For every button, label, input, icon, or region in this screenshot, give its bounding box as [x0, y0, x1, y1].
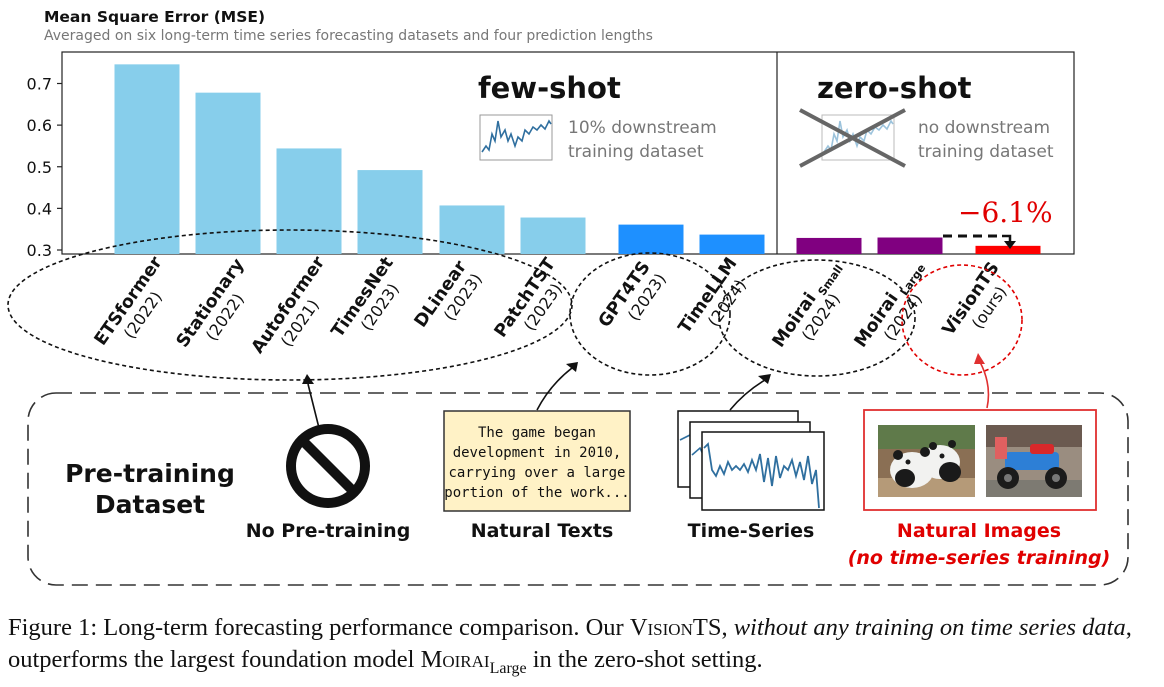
figure-caption: Figure 1: Long-term forecasting performa…	[8, 612, 1158, 685]
arrow-no-pretraining	[307, 383, 320, 429]
arrow-natural-images	[979, 361, 990, 409]
x-label-group: ETSformer(2022)	[91, 253, 167, 350]
pretraining-box	[27, 392, 1129, 586]
x-label-group: MoiraiLarge(2024)	[851, 262, 929, 352]
caption-suffix: in the zero-shot setting.	[526, 646, 763, 673]
pretraining-title-line2: Dataset	[95, 490, 205, 519]
text-sample-line4: portion of the work...	[444, 485, 629, 501]
y-tick-label: 0.7	[27, 75, 52, 94]
x-label-group: DLinear(2023)	[411, 257, 486, 331]
arrowhead-time-series	[758, 374, 771, 384]
group-ellipse-text	[569, 252, 731, 376]
caption-visionts: VisionTS	[629, 614, 722, 641]
improvement-arrow	[1002, 234, 1012, 243]
x-label-group: VisionTS(ours)	[939, 259, 1011, 340]
zero-shot-desc-line2: training dataset	[918, 142, 1054, 162]
text-sample-box	[443, 410, 631, 512]
caption-comma: ,	[721, 614, 734, 641]
arrow-natural-texts	[536, 367, 573, 411]
bar-timellm	[699, 234, 765, 254]
arrowhead-no-pretraining	[302, 374, 314, 384]
atv-photo	[986, 425, 1082, 497]
bar-patchtst	[520, 217, 586, 254]
arrowhead-natural-images	[974, 353, 985, 364]
pretraining-title-line1: Pre-training	[65, 459, 235, 488]
y-tick-label: 0.6	[27, 116, 52, 135]
bar-moirai-small	[796, 237, 862, 254]
natural-texts-label: Natural Texts	[471, 520, 614, 542]
caption-moirai: Moirai	[420, 646, 490, 673]
no-symbol-icon	[286, 424, 370, 508]
bar-gpt4ts	[618, 224, 684, 254]
caption-middle: , outperforms the largest foundation mod…	[8, 614, 1132, 673]
figure-1: Mean Square Error (MSE) Averaged on six …	[7, 8, 1129, 586]
arrowhead-natural-texts	[566, 362, 578, 372]
x-label-group: TimesNet(2023)	[328, 253, 403, 341]
caption-prefix: Figure 1: Long-term forecasting performa…	[8, 614, 630, 641]
bars	[114, 64, 1041, 254]
y-tick-label: 0.4	[27, 199, 52, 218]
group-ellipse-visionts	[901, 264, 1023, 376]
zero-shot-desc-line1: no downstream	[918, 118, 1050, 138]
natural-images-label: Natural Images	[897, 520, 1061, 542]
bar-etsformer	[114, 64, 180, 254]
text-sample-line2: development in 2010,	[453, 445, 622, 461]
no-pretraining-label: No Pre-training	[246, 520, 411, 542]
chart-title: Mean Square Error (MSE)	[44, 8, 265, 26]
natural-images-note: (no time-series training)	[848, 547, 1111, 569]
y-tick-label: 0.5	[27, 158, 52, 177]
x-label-group: TimeLLM(2024)	[675, 254, 750, 337]
few-shot-desc-line2: training dataset	[568, 142, 704, 162]
x-label-group: PatchTST(2023)	[491, 255, 566, 342]
chart-subtitle: Averaged on six long-term time series fo…	[44, 28, 653, 44]
x-label-group: Autoformer(2021)	[248, 253, 330, 358]
x-labels: ETSformer(2022) Stationary(2022) Autoforme…	[91, 253, 1011, 358]
zero-shot-title: zero-shot	[817, 71, 972, 105]
bar-timesnet	[357, 170, 423, 254]
bar-dlinear	[439, 205, 505, 254]
zero-shot-crossed-thumbnail	[799, 108, 906, 168]
text-sample-line3: carrying over a large	[448, 465, 625, 481]
bar-stationary	[195, 92, 261, 254]
x-label-group: GPT4TS(2023)	[595, 258, 670, 332]
panda-photo	[878, 425, 975, 497]
improvement-label: −6.1%	[958, 196, 1053, 229]
bar-visionts	[975, 245, 1041, 254]
y-tick-label: 0.3	[27, 241, 52, 260]
caption-italic: without any training on time series data	[733, 614, 1126, 641]
text-sample-line1: The game began	[478, 425, 596, 441]
group-ellipse-no-pretraining	[7, 229, 573, 381]
arrow-time-series	[729, 379, 766, 411]
few-shot-thumbnail	[479, 114, 553, 161]
time-series-label: Time-Series	[688, 520, 815, 542]
bar-autoformer	[276, 148, 342, 254]
few-shot-title: few-shot	[478, 71, 621, 105]
time-series-cards-icon	[677, 410, 825, 511]
few-shot-desc-line1: 10% downstream	[568, 118, 717, 138]
improvement-arrowhead	[1004, 241, 1016, 249]
bar-moirai-large	[877, 237, 943, 254]
caption-large-subscript: Large	[489, 659, 527, 677]
group-ellipse-time-series	[718, 259, 916, 377]
y-axis: 0.3 0.4 0.5 0.6 0.7	[27, 75, 62, 260]
